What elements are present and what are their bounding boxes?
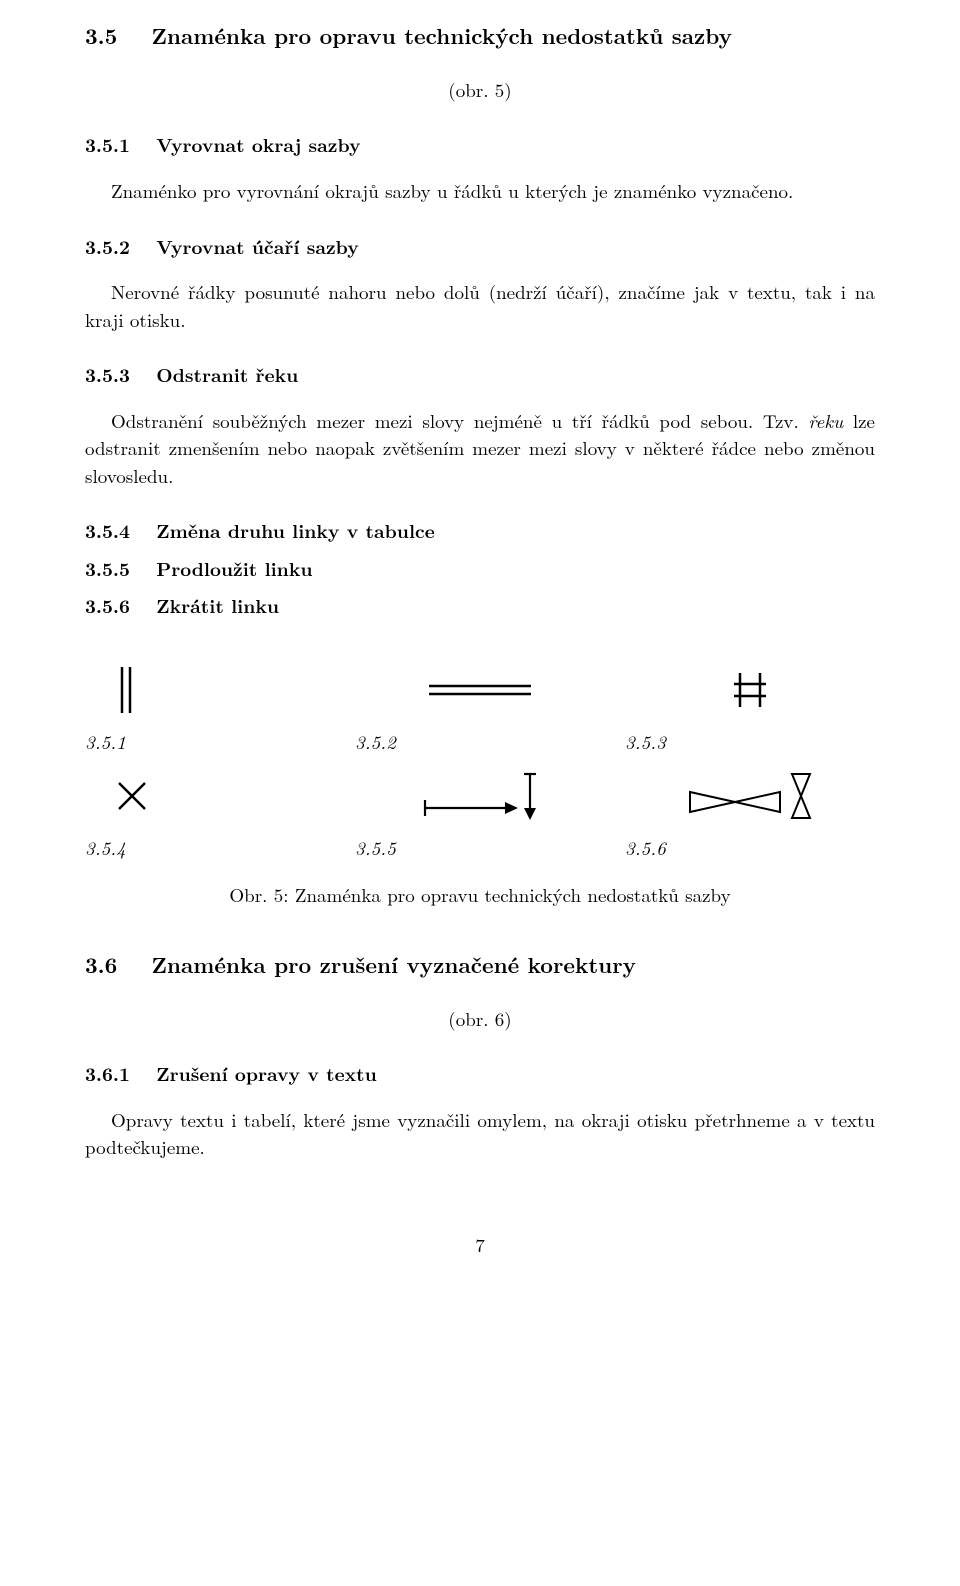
subsection-heading-3-5-1: 3.5.1 Vyrovnat okraj sazby — [85, 131, 875, 159]
subsection-number: 3.5.3 — [85, 361, 149, 389]
paragraph: Odstranění souběžných mezer mezi slovy n… — [85, 407, 875, 490]
section-title: Znaménka pro opravu technických nedostat… — [151, 20, 732, 51]
subsection-title: Zrušení opravy v textu — [156, 1059, 377, 1087]
figure-reference: (obr. 6) — [85, 1005, 875, 1033]
subsection-number: 3.6.1 — [85, 1060, 149, 1088]
section-heading-3-6: 3.6 Znaménka pro zrušení vyznačené korek… — [85, 949, 875, 981]
paragraph: Opravy textu i tabelí, které jsme vyznač… — [85, 1106, 875, 1161]
subsection-heading-3-5-2: 3.5.2 Vyrovnat účaří sazby — [85, 233, 875, 261]
page-number: 7 — [85, 1231, 875, 1259]
figure-label: 3.5.5 — [355, 834, 396, 862]
figure-label: 3.5.1 — [85, 728, 126, 756]
subsection-number: 3.5.4 — [85, 517, 149, 545]
figure-label: 3.5.4 — [85, 834, 126, 862]
mark-x-icon — [85, 766, 335, 826]
section-number: 3.6 — [85, 949, 143, 981]
section-title: Znaménka pro zrušení vyznačené korektury — [151, 949, 636, 980]
subsection-number: 3.5.5 — [85, 555, 149, 583]
figure-label: 3.5.6 — [625, 834, 666, 862]
figure-cell: 3.5.1 — [85, 660, 335, 756]
subsection-heading-3-5-6: 3.5.6 Zkrátit linku — [85, 592, 875, 620]
figure-label: 3.5.2 — [355, 728, 396, 756]
figure-cell: 3.5.3 — [625, 660, 875, 756]
subsection-heading-3-5-3: 3.5.3 Odstranit řeku — [85, 361, 875, 389]
text-run: Odstranění souběžných mezer mezi slovy n… — [111, 407, 808, 434]
italic-term: řeku — [808, 407, 843, 434]
figure-label: 3.5.3 — [625, 728, 666, 756]
mark-shorten-line-icon — [625, 766, 875, 826]
subsection-number: 3.5.2 — [85, 233, 149, 261]
figure-reference: (obr. 5) — [85, 76, 875, 104]
figure-5-caption: Obr. 5: Znaménka pro opravu technických … — [85, 881, 875, 909]
subsection-title: Změna druhu linky v tabulce — [156, 516, 434, 544]
paragraph: Znaménko pro vyrovnání okrajů sazby u řá… — [85, 177, 875, 205]
subsection-heading-3-6-1: 3.6.1 Zrušení opravy v textu — [85, 1060, 875, 1088]
figure-5-grid: 3.5.1 3.5.2 3.5.3 — [85, 660, 875, 861]
subsection-title: Zkrátit linku — [156, 591, 279, 619]
subsection-heading-3-5-4: 3.5.4 Změna druhu linky v tabulce — [85, 517, 875, 545]
subsection-number: 3.5.6 — [85, 592, 149, 620]
subsection-number: 3.5.1 — [85, 131, 149, 159]
mark-extend-line-icon — [355, 766, 605, 826]
subsection-title: Vyrovnat účaří sazby — [156, 232, 358, 260]
figure-cell: 3.5.4 — [85, 766, 335, 862]
section-heading-3-5: 3.5 Znaménka pro opravu technických nedo… — [85, 20, 875, 52]
paragraph: Nerovné řádky posunuté nahoru nebo dolů … — [85, 278, 875, 333]
subsection-title: Odstranit řeku — [156, 360, 298, 388]
figure-cell: 3.5.5 — [355, 766, 605, 862]
subsection-title: Vyrovnat okraj sazby — [156, 130, 360, 158]
mark-vertical-parallel-icon — [85, 660, 335, 720]
figure-cell: 3.5.6 — [625, 766, 875, 862]
mark-ladder-icon — [625, 660, 875, 720]
subsection-title: Prodloužit linku — [156, 554, 312, 582]
section-number: 3.5 — [85, 20, 143, 52]
page: 3.5 Znaménka pro opravu technických nedo… — [0, 0, 960, 1298]
figure-cell: 3.5.2 — [355, 660, 605, 756]
subsection-heading-3-5-5: 3.5.5 Prodloužit linku — [85, 555, 875, 583]
mark-horizontal-parallel-icon — [355, 660, 605, 720]
